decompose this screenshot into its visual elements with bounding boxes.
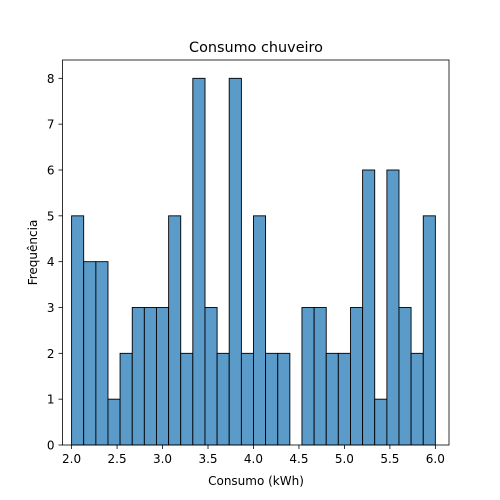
y-tick-label: 0 <box>47 439 55 453</box>
y-tick-label: 1 <box>47 393 55 407</box>
x-axis-label: Consumo (kWh) <box>208 474 304 488</box>
histogram-bar <box>374 398 388 446</box>
histogram-bar <box>155 307 170 446</box>
histogram-bar <box>277 352 291 446</box>
x-tick-label: 5.0 <box>335 452 354 466</box>
histogram-bar <box>350 307 364 446</box>
histogram-bar <box>204 307 218 446</box>
histogram-bar <box>313 307 327 446</box>
histogram-bar <box>422 215 436 446</box>
histogram-bar <box>410 352 424 446</box>
y-axis-ticks: 0 1 2 3 4 5 6 7 8 <box>47 72 63 453</box>
histogram-bar <box>107 398 121 446</box>
histogram-bar <box>192 77 206 446</box>
bars-group <box>71 77 436 446</box>
histogram-bar <box>143 307 157 446</box>
plot-frame <box>62 59 450 446</box>
x-tick-label: 4.5 <box>289 452 308 466</box>
x-tick-label: 2.0 <box>62 452 81 466</box>
histogram-bar <box>386 169 400 446</box>
histogram-bar <box>95 261 109 446</box>
y-tick-label: 8 <box>47 72 55 86</box>
y-tick-label: 7 <box>47 118 55 132</box>
histogram-bar <box>265 352 279 446</box>
histogram-bar <box>253 215 267 446</box>
x-tick-label: 6.0 <box>426 452 445 466</box>
histogram-bar <box>131 307 145 446</box>
x-axis-ticks: 2.0 2.5 3.0 3.5 4.0 4.5 5.0 5.5 6.0 <box>62 445 445 466</box>
histogram-bar <box>240 352 254 446</box>
histogram-bar <box>362 169 376 446</box>
y-tick-label: 3 <box>47 301 55 315</box>
histogram-bar <box>325 352 339 446</box>
y-tick-label: 6 <box>47 164 55 178</box>
y-tick-label: 5 <box>47 209 55 223</box>
histogram-bar <box>301 307 315 446</box>
histogram-bar <box>337 352 351 446</box>
chart-title: Consumo chuveiro <box>189 40 323 56</box>
histogram-bar <box>228 77 242 446</box>
y-axis-label: Frequência <box>26 220 40 286</box>
histogram-bar <box>180 352 194 446</box>
x-tick-label: 3.0 <box>153 452 172 466</box>
y-tick-label: 2 <box>47 347 55 361</box>
histogram-bar <box>119 352 133 446</box>
histogram-bar <box>398 307 412 446</box>
x-tick-label: 5.5 <box>380 452 399 466</box>
y-tick-label: 4 <box>47 255 55 269</box>
x-tick-label: 4.0 <box>244 452 263 466</box>
x-tick-label: 2.5 <box>108 452 127 466</box>
histogram-bar <box>216 352 230 446</box>
histogram-bar <box>71 215 85 446</box>
x-tick-label: 3.5 <box>198 452 217 466</box>
histogram-bar <box>168 215 182 446</box>
histogram-bar <box>83 261 97 446</box>
